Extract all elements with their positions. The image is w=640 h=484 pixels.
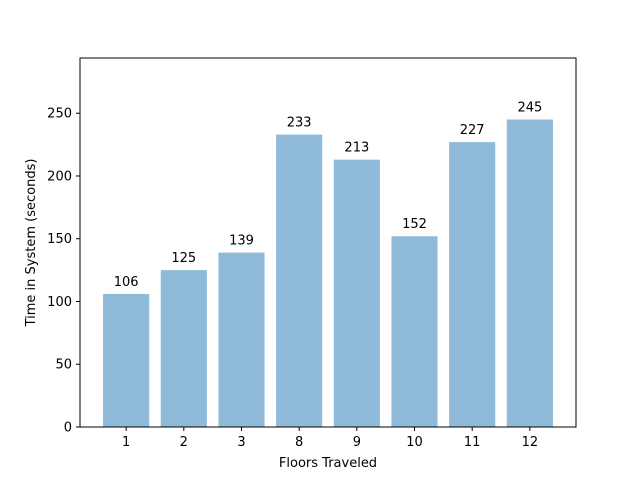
y-tick-label-0: 0 [64, 421, 72, 436]
bar-3 [218, 252, 265, 427]
data-label-12: 245 [517, 101, 542, 116]
data-label-2: 125 [171, 251, 196, 266]
data-label-8: 233 [287, 116, 312, 131]
bar-1 [103, 293, 150, 427]
y-tick-label-200: 200 [47, 169, 72, 184]
y-tick-label-150: 150 [47, 232, 72, 247]
x-tick-label-12: 12 [522, 435, 539, 450]
x-tick-label-3: 3 [237, 435, 245, 450]
bar-2 [160, 270, 207, 427]
bars-layer [103, 119, 553, 427]
x-tick-label-2: 2 [180, 435, 188, 450]
x-tick-label-9: 9 [353, 435, 361, 450]
x-tick-label-10: 10 [406, 435, 423, 450]
y-tick-label-50: 50 [55, 358, 72, 373]
y-axis-label: Time in System (seconds) [24, 159, 39, 328]
y-axis-ticks: 0 50 100 150 200 250 [47, 107, 80, 436]
y-tick-label-250: 250 [47, 107, 72, 122]
x-tick-label-11: 11 [464, 435, 481, 450]
bar-11 [449, 142, 496, 427]
x-tick-label-1: 1 [122, 435, 130, 450]
x-axis-ticks: 1 2 3 8 9 10 11 12 [122, 427, 538, 450]
data-label-10: 152 [402, 217, 427, 232]
data-label-1: 106 [114, 275, 139, 290]
bar-8 [276, 134, 323, 427]
bar-9 [333, 159, 380, 427]
x-tick-label-8: 8 [295, 435, 303, 450]
y-tick-label-100: 100 [47, 295, 72, 310]
bar-12 [506, 119, 553, 427]
data-label-9: 213 [344, 141, 369, 156]
bar-10 [391, 236, 438, 427]
data-label-11: 227 [460, 123, 485, 138]
plot-frame [79, 57, 577, 428]
x-axis-label: Floors Traveled [279, 456, 377, 471]
data-labels-layer: 106 125 139 233 213 152 227 245 [114, 101, 543, 290]
data-label-3: 139 [229, 234, 254, 249]
